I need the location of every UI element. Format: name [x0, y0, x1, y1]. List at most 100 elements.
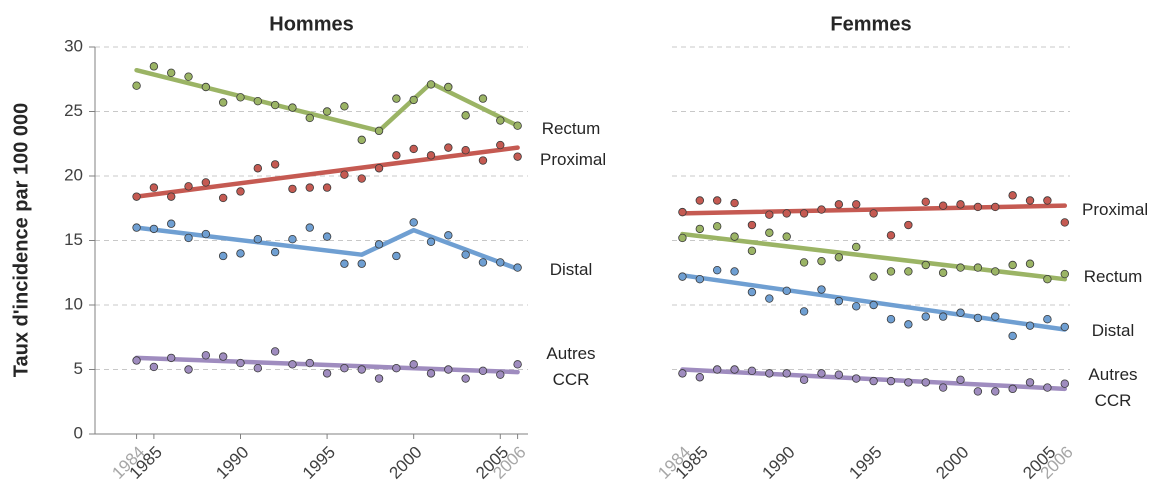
data-point	[1008, 191, 1017, 200]
data-point	[374, 164, 384, 173]
x-tick-label: 1990	[759, 443, 799, 483]
data-point	[305, 223, 314, 232]
data-point	[288, 103, 297, 112]
data-point	[765, 228, 774, 237]
data-point	[765, 210, 774, 219]
data-point	[678, 233, 687, 243]
data-point	[270, 347, 280, 356]
data-point	[184, 72, 193, 81]
data-point	[201, 82, 211, 92]
data-point	[852, 302, 861, 311]
data-point	[461, 111, 470, 120]
data-point	[991, 312, 1000, 321]
data-point	[218, 352, 228, 361]
data-point	[132, 81, 141, 90]
data-point	[236, 358, 245, 368]
data-point	[678, 272, 687, 281]
data-point	[869, 209, 878, 218]
data-point	[1025, 196, 1035, 205]
data-point	[834, 200, 844, 209]
data-point	[340, 259, 349, 268]
data-point	[340, 364, 349, 373]
data-point	[218, 251, 228, 261]
data-point	[253, 96, 263, 106]
data-point	[730, 267, 739, 276]
trend-line	[680, 231, 1068, 282]
data-point	[886, 231, 896, 240]
data-point	[782, 286, 791, 296]
data-point	[747, 287, 757, 297]
data-point	[817, 285, 826, 294]
data-point	[921, 197, 930, 206]
x-tick-label: 1995	[845, 443, 885, 483]
data-point	[461, 250, 470, 259]
data-point	[322, 183, 332, 192]
y-tick-label: 5	[74, 359, 83, 378]
data-point	[886, 376, 896, 386]
series-label: Rectum	[541, 118, 601, 138]
data-point	[496, 370, 505, 379]
data-point	[201, 351, 211, 360]
data-point	[991, 267, 1000, 276]
data-point	[288, 184, 297, 194]
data-point	[904, 267, 913, 276]
data-point	[695, 373, 705, 382]
data-point	[374, 126, 384, 136]
data-point	[305, 183, 314, 192]
data-point	[253, 164, 263, 173]
data-point	[712, 222, 722, 231]
data-point	[765, 294, 774, 303]
data-point	[956, 308, 965, 317]
data-point	[496, 140, 505, 150]
data-point	[852, 374, 861, 383]
data-point	[426, 80, 436, 89]
data-point	[184, 233, 193, 243]
data-point	[270, 160, 280, 169]
data-point	[869, 300, 878, 310]
data-point	[478, 258, 488, 267]
panel-title: Hommes	[269, 13, 353, 35]
series-label: Autres CCR	[1088, 364, 1138, 410]
data-point	[409, 144, 418, 154]
data-point	[1025, 378, 1035, 387]
data-point	[712, 265, 722, 275]
x-tick-label: 2000	[932, 443, 972, 483]
data-point	[167, 192, 176, 201]
data-point	[817, 205, 826, 214]
data-point	[921, 378, 930, 387]
data-point	[730, 198, 739, 208]
data-point	[730, 232, 739, 241]
data-point	[513, 121, 522, 130]
data-point	[409, 95, 418, 105]
data-point	[1008, 384, 1017, 394]
data-point	[167, 68, 176, 77]
data-point	[1043, 314, 1052, 324]
data-point	[167, 219, 176, 228]
data-point	[409, 360, 418, 369]
data-point	[782, 369, 791, 378]
data-point	[782, 232, 791, 241]
data-point	[747, 366, 757, 375]
data-point	[886, 314, 896, 324]
data-point	[218, 98, 228, 107]
data-point	[374, 240, 384, 249]
data-point	[938, 383, 948, 392]
data-point	[392, 364, 401, 373]
data-point	[904, 320, 913, 329]
data-point	[1060, 322, 1069, 332]
data-point	[461, 145, 470, 155]
data-point	[513, 152, 522, 161]
y-tick-label: 15	[64, 230, 83, 249]
data-point	[1043, 383, 1052, 392]
data-point	[991, 202, 1000, 212]
data-point	[852, 200, 861, 209]
series-label: Autres CCR	[546, 344, 596, 390]
data-point	[270, 100, 280, 110]
series-label: Distal	[1091, 320, 1135, 340]
data-point	[288, 235, 297, 244]
x-tick-label: 2000	[386, 443, 426, 483]
data-point	[921, 260, 930, 270]
data-point	[374, 374, 384, 383]
data-point	[904, 378, 913, 387]
